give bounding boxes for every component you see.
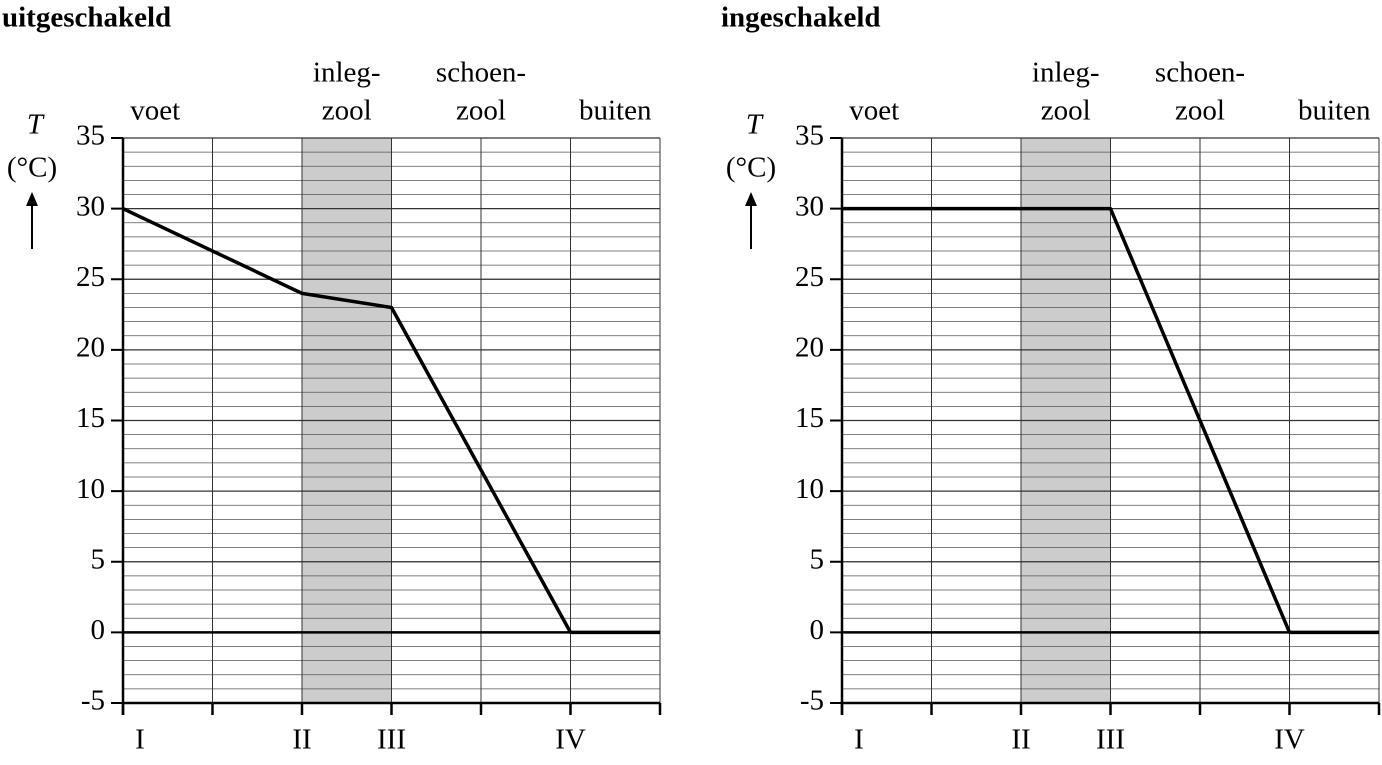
region-label: schoen- xyxy=(1155,57,1245,89)
region-label: voet xyxy=(849,95,899,127)
y-tick-label: 30 xyxy=(795,190,824,222)
x-tick-label: II xyxy=(1011,724,1030,756)
chart-title: uitgeschakeld xyxy=(2,2,171,34)
x-tick-label: III xyxy=(377,724,406,756)
y-axis-unit: (°C) xyxy=(726,152,776,184)
x-tick-label: I xyxy=(854,724,864,756)
x-tick-label: III xyxy=(1096,724,1125,756)
x-tick-label: II xyxy=(292,724,311,756)
x-tick-label: IV xyxy=(1274,724,1305,756)
y-tick-label: 35 xyxy=(795,120,824,152)
region-label: zool xyxy=(1041,95,1091,127)
y-axis-label: T xyxy=(746,109,764,141)
y-tick-label: -5 xyxy=(81,685,105,717)
data-line xyxy=(842,206,1379,635)
y-tick-label: 15 xyxy=(76,402,105,434)
region-label: buiten xyxy=(579,95,652,127)
region-label: zool xyxy=(456,95,506,127)
region-label: buiten xyxy=(1298,95,1371,127)
region-label: zool xyxy=(322,95,372,127)
region-label: zool xyxy=(1175,95,1225,127)
y-tick-label: 10 xyxy=(795,473,824,505)
y-tick-label: 20 xyxy=(76,332,105,364)
y-axis-unit: (°C) xyxy=(7,152,57,184)
y-tick-label: -5 xyxy=(800,685,824,717)
y-tick-label: 30 xyxy=(76,190,105,222)
chart-title: ingeschakeld xyxy=(721,2,881,34)
region-label: schoen- xyxy=(436,57,526,89)
y-tick-label: 5 xyxy=(91,543,106,575)
region-label: voet xyxy=(130,95,180,127)
y-tick-label: 0 xyxy=(810,614,825,646)
y-axis-label: T xyxy=(27,109,45,141)
x-tick-label: IV xyxy=(555,724,586,756)
y-tick-label: 15 xyxy=(795,402,824,434)
y-tick-label: 5 xyxy=(810,543,825,575)
x-tick-label: I xyxy=(135,724,145,756)
y-tick-label: 20 xyxy=(795,332,824,364)
data-line xyxy=(122,207,660,635)
y-arrow-head xyxy=(26,192,38,206)
y-tick-label: 25 xyxy=(795,261,824,293)
y-arrow-head xyxy=(745,192,757,206)
y-tick-label: 10 xyxy=(76,473,105,505)
y-tick-label: 0 xyxy=(91,614,106,646)
region-label: inleg- xyxy=(1032,57,1100,89)
region-label: inleg- xyxy=(313,57,381,89)
y-tick-label: 35 xyxy=(76,120,105,152)
y-tick-label: 25 xyxy=(76,261,105,293)
